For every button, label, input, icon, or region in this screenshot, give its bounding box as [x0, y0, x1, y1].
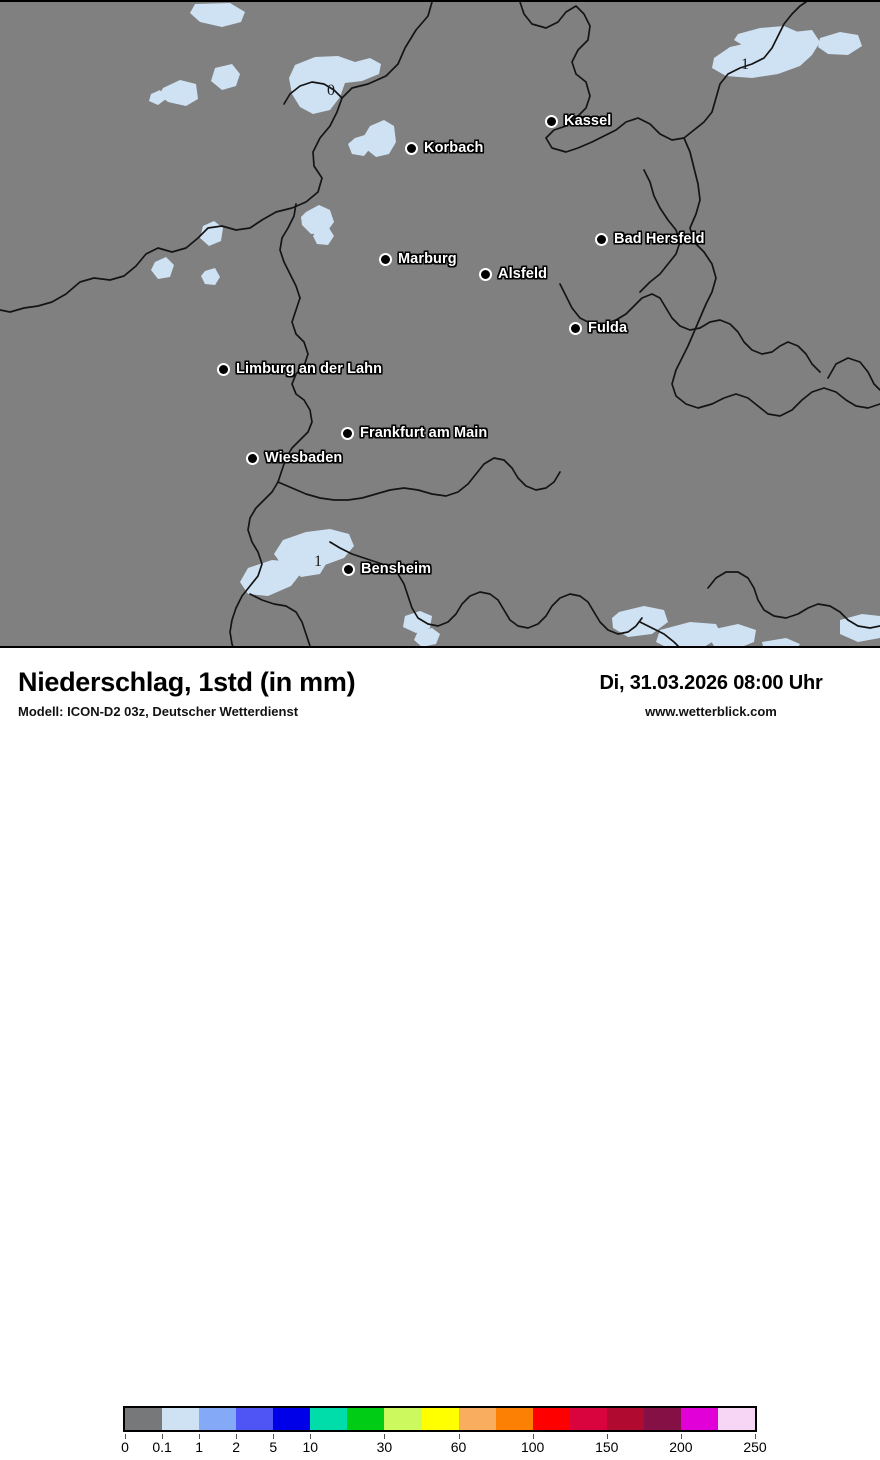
- colorbar-band-1: [162, 1408, 200, 1430]
- city-marker-korbach[interactable]: Korbach: [407, 140, 484, 156]
- colorbar-band-15: [680, 1408, 718, 1430]
- map-footer: Niederschlag, 1std (in mm) Modell: ICON-…: [0, 648, 880, 1455]
- page-title: Niederschlag, 1std (in mm): [18, 667, 356, 697]
- city-label: Korbach: [424, 140, 484, 156]
- colorbar-tick-label: 150: [595, 1439, 619, 1455]
- map-background: [0, 2, 880, 646]
- colorbar-band-2: [199, 1408, 237, 1430]
- city-marker-kassel[interactable]: Kassel: [547, 113, 611, 129]
- colorbar-band-11: [532, 1408, 570, 1430]
- city-marker-marburg[interactable]: Marburg: [381, 251, 457, 267]
- border-layer: [0, 2, 880, 646]
- city-marker-bensheim[interactable]: Bensheim: [344, 561, 431, 577]
- city-label: Fulda: [588, 320, 628, 336]
- city-dot: [407, 143, 416, 153]
- colorbar-tick-label: 5: [269, 1439, 278, 1455]
- colorbar-band-5: [310, 1408, 348, 1430]
- city-dot: [219, 364, 228, 374]
- colorbar-tick-label: 100: [520, 1439, 545, 1455]
- colorbar-band-9: [458, 1408, 496, 1430]
- colorbar-tick-label: 10: [302, 1439, 319, 1455]
- city-marker-limburg-an-der-lahn[interactable]: Limburg an der Lahn: [219, 361, 382, 377]
- city-label: Kassel: [564, 113, 612, 129]
- colorbar-tick-label: 30: [376, 1439, 393, 1455]
- colorbar-band-12: [569, 1408, 607, 1430]
- colorbar-band-4: [273, 1408, 311, 1430]
- colorbar-band-6: [347, 1408, 385, 1430]
- city-label: Wiesbaden: [265, 450, 343, 466]
- colorbar-gradient[interactable]: [123, 1406, 757, 1432]
- city-marker-wiesbaden[interactable]: Wiesbaden: [248, 450, 342, 466]
- title-block: Niederschlag, 1std (in mm) Modell: ICON-…: [18, 667, 356, 720]
- forecast-datetime: Di, 31.03.2026 08:00 Uhr: [599, 672, 823, 694]
- contour-label: 1: [314, 553, 322, 570]
- city-label: Frankfurt am Main: [360, 425, 488, 441]
- city-label: Bensheim: [361, 561, 432, 577]
- datetime-block: Di, 31.03.2026 08:00 Uhr www.wetterblick…: [560, 672, 862, 719]
- colorbar-band-8: [421, 1408, 459, 1430]
- city-marker-bad-hersfeld[interactable]: Bad Hersfeld: [597, 231, 705, 247]
- colorbar-tick-label: 200: [669, 1439, 693, 1455]
- colorbar-tick-label: 0: [121, 1439, 129, 1455]
- colorbar-ticks: 0 0.1 1 2 5 10 30 60 100 150 200 250: [121, 1434, 767, 1460]
- precipitation-map[interactable]: 0 1 1 Kassel Korbach Bad Hersfeld Marbur…: [0, 0, 880, 648]
- city-label: Limburg an der Lahn: [236, 361, 383, 377]
- colorbar-tick-label: 250: [743, 1439, 767, 1455]
- colorbar-band-13: [606, 1408, 644, 1430]
- colorbar-tick-label: 0.1: [152, 1439, 172, 1455]
- colorbar-tick-label: 1: [195, 1439, 204, 1455]
- colorbar-band-3: [236, 1408, 274, 1430]
- city-dot: [381, 254, 390, 264]
- city-label: Marburg: [398, 251, 457, 267]
- city-label: Bad Hersfeld: [614, 231, 705, 247]
- city-dot: [571, 323, 580, 333]
- colorbar-band-0: [125, 1408, 163, 1430]
- colorbar-band-16: [718, 1408, 756, 1430]
- precipitation-layer: [149, 3, 880, 646]
- city-dot: [343, 428, 352, 438]
- map-canvas: [0, 2, 880, 646]
- city-label: Alsfeld: [498, 266, 548, 282]
- contour-label: 1: [741, 56, 749, 73]
- colorbar-tick-label: 2: [232, 1439, 241, 1455]
- colorbar-legend: 0 0.1 1 2 5 10 30 60 100 150 200 250: [121, 1406, 767, 1460]
- city-dot: [481, 269, 490, 279]
- contour-label: 0: [327, 82, 335, 99]
- city-marker-fulda[interactable]: Fulda: [571, 320, 627, 336]
- website-label: www.wetterblick.com: [645, 704, 777, 719]
- city-dot: [547, 116, 556, 126]
- colorbar-band-14: [643, 1408, 681, 1430]
- city-dot: [597, 234, 606, 244]
- model-info: Modell: ICON-D2 03z, Deutscher Wetterdie…: [18, 704, 299, 720]
- city-dot: [248, 453, 257, 463]
- city-marker-alsfeld[interactable]: Alsfeld: [481, 266, 547, 282]
- colorbar-band-10: [495, 1408, 533, 1430]
- colorbar-tick-label: 60: [450, 1439, 467, 1455]
- city-marker-frankfurt-am-main[interactable]: Frankfurt am Main: [343, 425, 487, 441]
- colorbar-band-7: [384, 1408, 422, 1430]
- city-dot: [344, 564, 353, 574]
